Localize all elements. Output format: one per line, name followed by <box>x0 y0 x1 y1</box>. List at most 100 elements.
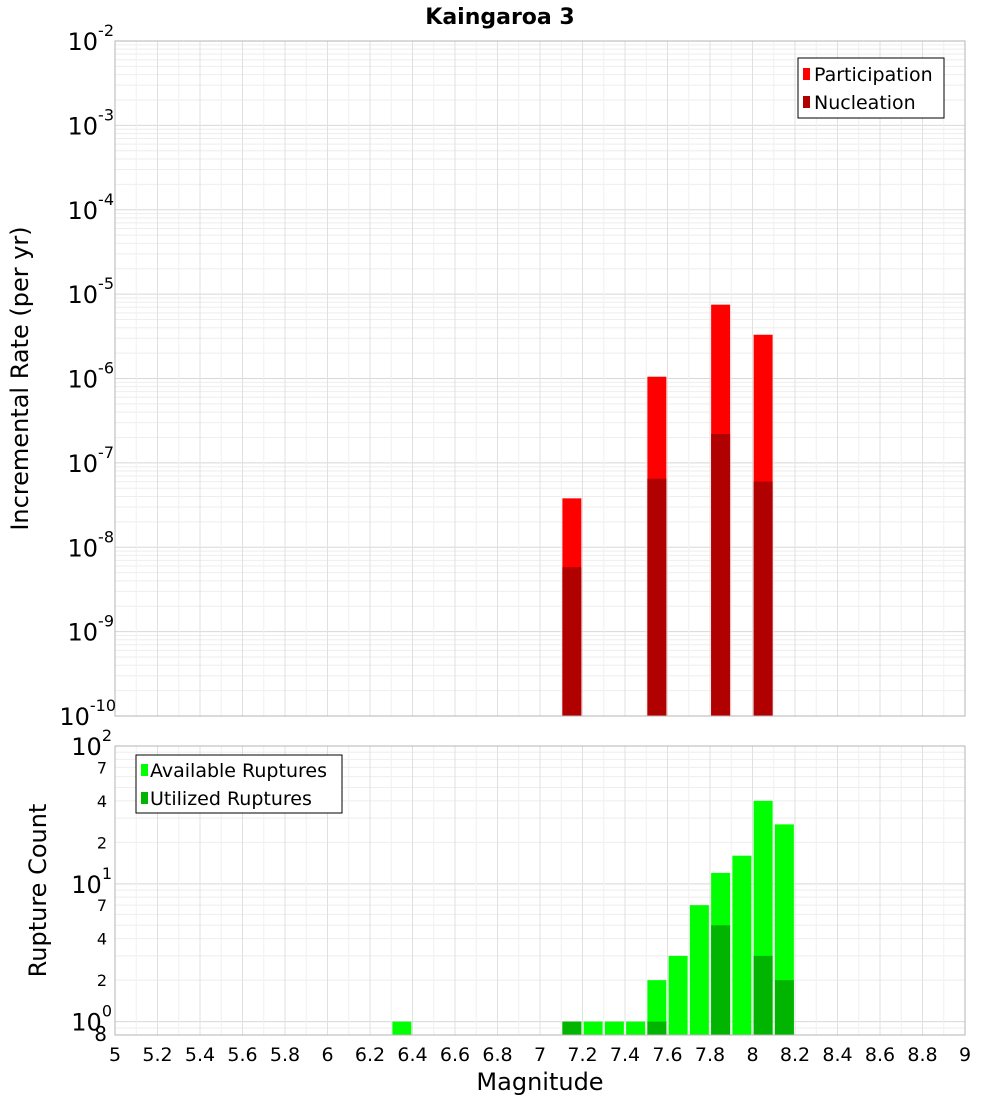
rate-y-tick-label: 10-5 <box>68 274 115 309</box>
count-y-minor-tick-label: 8 <box>94 1022 107 1046</box>
rate-y-tick-label: 10-6 <box>68 359 115 394</box>
bar-available-ruptures <box>668 955 688 1035</box>
legend-label-nucleation: Nucleation <box>814 92 916 114</box>
x-tick-label: 9 <box>959 1044 971 1066</box>
x-tick-label: 5.4 <box>185 1044 215 1066</box>
bar-utilized-ruptures <box>774 980 794 1035</box>
rate-y-tick-label: 10-3 <box>68 105 115 140</box>
legend-label-participation: Participation <box>814 64 933 86</box>
count-y-minor-tick-label: 7 <box>97 896 107 915</box>
legend-swatch-available-ruptures <box>141 764 148 776</box>
count-y-minor-tick-label: 2 <box>97 833 107 852</box>
rate-y-tick-label: 10-4 <box>68 190 115 225</box>
rate-y-tick-label: 10-9 <box>68 612 115 647</box>
count-y-minor-tick-label: 2 <box>97 971 107 990</box>
count-y-tick-exponent: 0 <box>102 1002 112 1021</box>
rate-y-tick-base: 10 <box>68 281 99 309</box>
rate-y-tick-exponent: -6 <box>98 359 114 378</box>
rate-y-tick-base: 10 <box>59 703 90 731</box>
bar-available-ruptures <box>626 1021 646 1035</box>
bar-available-ruptures <box>392 1021 412 1035</box>
rate-plot-border <box>114 40 966 717</box>
x-tick-label: 7.2 <box>567 1044 597 1066</box>
rate-y-tick-exponent: -5 <box>98 274 114 293</box>
rate-legend-box <box>797 57 945 119</box>
count-y-tick-exponent: 1 <box>102 864 112 883</box>
rate-y-tick-base: 10 <box>68 619 99 647</box>
bar-nucleation <box>753 481 773 716</box>
bar-nucleation <box>647 478 667 716</box>
rate-y-tick-label: 10-8 <box>68 527 115 562</box>
count-y-minor-tick-label: 4 <box>97 792 107 811</box>
legend-label-utilized-ruptures: Utilized Ruptures <box>150 788 312 810</box>
rate-y-tick-exponent: -4 <box>98 190 114 209</box>
rate-y-tick-base: 10 <box>68 197 99 225</box>
count-y-minor-tick-label: 4 <box>97 930 107 949</box>
chart-title: Kaingaroa 3 <box>425 5 574 30</box>
x-tick-label: 8 <box>746 1044 758 1066</box>
x-tick-label: 8.4 <box>822 1044 852 1066</box>
rate-plot-panel: 10-1010-910-810-710-610-510-410-310-2Inc… <box>6 21 966 731</box>
x-tick-label: 6.6 <box>440 1044 470 1066</box>
rate-y-tick-exponent: -7 <box>98 443 114 462</box>
legend-swatch-participation <box>803 68 810 80</box>
bar-available-ruptures <box>647 980 667 1035</box>
rate-y-tick-base: 10 <box>68 112 99 140</box>
x-tick-label: 6 <box>321 1044 333 1066</box>
rate-y-tick-exponent: -8 <box>98 527 114 546</box>
x-tick-label: 7.6 <box>652 1044 682 1066</box>
bar-utilized-ruptures <box>753 955 773 1035</box>
bar-utilized-ruptures <box>562 1021 582 1035</box>
x-tick-label: 5 <box>109 1044 121 1066</box>
x-tick-label: 8.6 <box>865 1044 895 1066</box>
bar-available-ruptures <box>604 1021 624 1035</box>
x-tick-label: 6.8 <box>482 1044 512 1066</box>
legend-swatch-utilized-ruptures <box>141 792 148 804</box>
rate-y-tick-label: 10-10 <box>59 696 116 731</box>
x-tick-label: 8.2 <box>780 1044 810 1066</box>
bar-utilized-ruptures <box>711 925 731 1035</box>
count-y-axis-label: Rupture Count <box>24 804 52 978</box>
x-tick-label: 5.6 <box>227 1044 257 1066</box>
count-y-tick-base: 10 <box>71 733 102 761</box>
x-tick-label: 7.8 <box>695 1044 725 1066</box>
count-y-tick-label: 101 <box>71 864 112 899</box>
count-y-tick-base: 10 <box>71 1009 102 1037</box>
legend-swatch-nucleation <box>803 96 810 108</box>
x-tick-label: 6.2 <box>355 1044 385 1066</box>
count-legend-box <box>135 754 343 814</box>
count-y-minor-tick-label: 7 <box>97 758 107 777</box>
count-y-tick-exponent: 2 <box>102 726 112 745</box>
rate-y-tick-base: 10 <box>68 534 99 562</box>
bar-available-ruptures <box>732 855 752 1035</box>
rate-y-tick-exponent: -9 <box>98 612 114 631</box>
x-tick-label: 8.8 <box>907 1044 937 1066</box>
bar-nucleation <box>711 433 731 716</box>
rate-y-tick-base: 10 <box>68 450 99 478</box>
rate-y-tick-exponent: -2 <box>98 21 114 40</box>
rate-y-tick-label: 10-7 <box>68 443 115 478</box>
x-tick-label: 5.8 <box>270 1044 300 1066</box>
x-tick-label: 5.2 <box>142 1044 172 1066</box>
legend-label-available-ruptures: Available Ruptures <box>150 760 327 782</box>
bar-available-ruptures <box>583 1021 603 1035</box>
bar-nucleation <box>562 567 582 716</box>
rate-y-tick-base: 10 <box>68 366 99 394</box>
rate-y-tick-exponent: -3 <box>98 105 114 124</box>
rate-y-axis-label: Incremental Rate (per yr) <box>6 226 34 530</box>
rate-y-tick-base: 10 <box>68 28 99 56</box>
x-tick-label: 6.4 <box>397 1044 427 1066</box>
x-tick-label: 7 <box>534 1044 546 1066</box>
rate-y-tick-exponent: -10 <box>90 696 116 715</box>
bar-utilized-ruptures <box>647 1021 667 1035</box>
count-y-tick-label: 100 <box>71 1002 112 1037</box>
count-y-tick-base: 10 <box>71 871 102 899</box>
x-tick-label: 7.4 <box>610 1044 640 1066</box>
count-y-tick-label: 102 <box>71 726 112 761</box>
x-axis-label: Magnitude <box>476 1068 603 1096</box>
bar-available-ruptures <box>689 905 709 1035</box>
count-plot-border <box>114 745 966 1036</box>
